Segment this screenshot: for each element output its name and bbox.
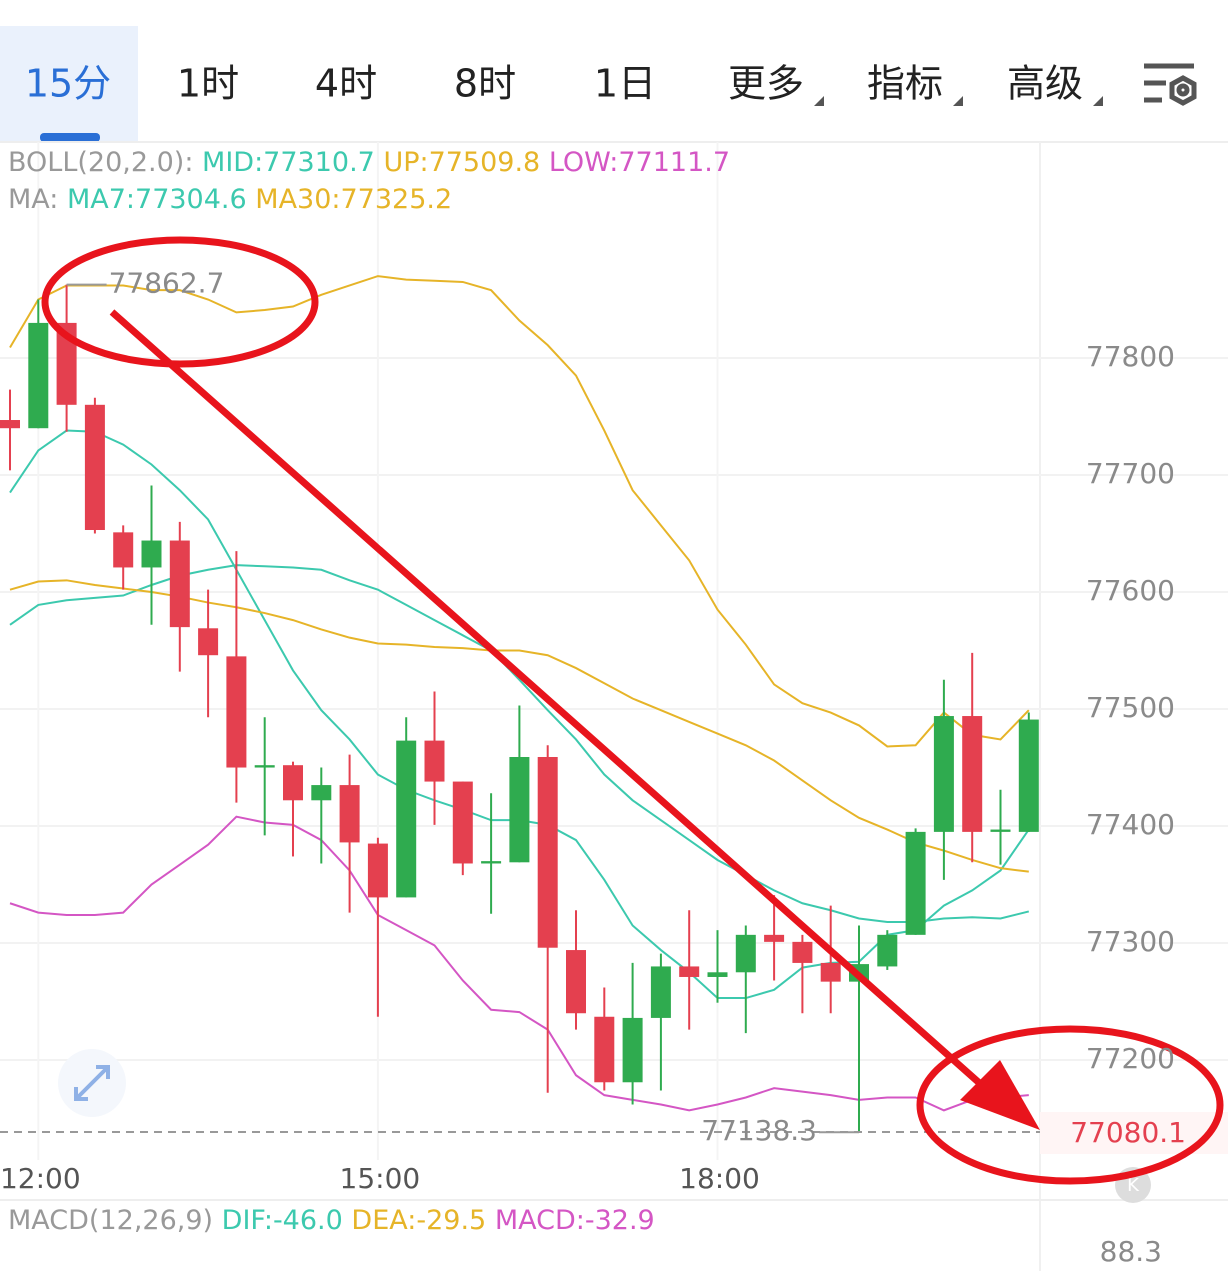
candle-body: [1018, 719, 1039, 832]
candle-body: [594, 1016, 615, 1083]
y-tick-label: 77300: [1086, 925, 1175, 958]
legend-item: MA30:77325.2: [255, 184, 452, 215]
candle-body: [566, 950, 586, 1014]
tab[interactable]: 4时: [315, 62, 377, 106]
candle-body: [679, 966, 700, 977]
legend-item: MID:77310.7: [202, 147, 375, 178]
candle-body: [396, 740, 417, 898]
candle-body: [962, 716, 983, 832]
tab[interactable]: 1日: [594, 62, 656, 106]
legend-item: DEA:-29.5: [351, 1205, 486, 1236]
x-tick-label: 18:00: [679, 1162, 760, 1195]
candle-body: [707, 972, 728, 977]
candle-body: [650, 966, 671, 1018]
dropdown-caret: [953, 96, 963, 106]
candle-body: [877, 934, 898, 967]
candle-body: [254, 765, 275, 768]
tab[interactable]: 8时: [454, 62, 516, 106]
tab[interactable]: 15分: [25, 62, 111, 106]
candle-body: [198, 628, 219, 656]
candle-body: [424, 740, 445, 782]
indicator-legend: MACD(12,26,9) DIF:-46.0 DEA:-29.5 MACD:-…: [8, 1205, 655, 1236]
candle-body: [113, 532, 134, 568]
legend-item: MA:: [8, 184, 58, 215]
legend-item: MA7:77304.6: [67, 184, 247, 215]
legend-item: MACD:-32.9: [495, 1205, 655, 1236]
candle-body: [84, 404, 105, 531]
settings-icon[interactable]: [1144, 63, 1197, 106]
annotation: [41, 236, 1224, 1185]
tab[interactable]: 指标: [867, 62, 943, 106]
candle-body: [141, 540, 162, 568]
legend-item: LOW:77111.7: [549, 147, 730, 178]
y-tick-label: 77700: [1086, 457, 1175, 490]
candle-body: [339, 785, 360, 843]
candle-body: [283, 765, 303, 801]
expand-icon[interactable]: [58, 1049, 126, 1117]
indicator-legend: MA: MA7:77304.6 MA30:77325.2: [8, 184, 452, 215]
tab[interactable]: 1时: [177, 62, 239, 106]
candle-body: [28, 322, 49, 429]
indicator-legend: BOLL(20,2.0): MID:77310.7 UP:77509.8 LOW…: [8, 147, 730, 178]
candle-body: [367, 843, 388, 898]
candle-body: [481, 861, 502, 864]
x-tick-label: 12:00: [0, 1162, 81, 1195]
candle-body: [0, 420, 20, 429]
legend-item: MACD(12,26,9): [8, 1205, 213, 1236]
tab[interactable]: 更多: [728, 62, 804, 106]
active-tab-bg: [0, 26, 138, 142]
y-tick-label: 77200: [1086, 1042, 1175, 1075]
candle-body: [311, 785, 332, 801]
y-tick-label: 77600: [1086, 574, 1175, 607]
candle-body: [764, 934, 785, 942]
y-tick-label: 77400: [1086, 808, 1175, 841]
indicator-line: [9, 275, 1030, 748]
candle-body: [452, 781, 473, 864]
candle-body: [226, 656, 247, 768]
macd-axis-label: 88.3: [1100, 1235, 1162, 1268]
high-label: 77862.7: [109, 267, 225, 300]
annotation-arrowhead: [960, 1060, 1040, 1130]
low-label: 77138.3: [701, 1114, 817, 1147]
svg-text:K: K: [1127, 1175, 1140, 1196]
candle-body: [509, 756, 530, 863]
dropdown-caret: [814, 96, 824, 106]
active-tab-indicator: [40, 133, 100, 142]
legend-item: BOLL(20,2.0):: [8, 147, 193, 178]
candle-body: [990, 829, 1011, 832]
candle-body: [933, 716, 954, 832]
candle-body: [622, 1017, 643, 1083]
x-tick-label: 15:00: [340, 1162, 421, 1195]
candle-body: [820, 962, 841, 982]
candles: [0, 284, 1039, 1133]
candle-body: [905, 831, 926, 935]
candle-body: [169, 540, 190, 628]
candle-body: [537, 756, 558, 948]
y-tick-label: 77800: [1086, 340, 1175, 373]
candle-body: [56, 322, 77, 405]
candle-body: [792, 941, 813, 963]
tab[interactable]: 高级: [1007, 62, 1083, 106]
last-price-label: 77080.1: [1070, 1116, 1186, 1149]
candle-body: [735, 934, 756, 973]
dropdown-caret: [1093, 96, 1103, 106]
y-tick-label: 77500: [1086, 691, 1175, 724]
legend-item: UP:77509.8: [383, 147, 540, 178]
legend-item: DIF:-46.0: [222, 1205, 343, 1236]
